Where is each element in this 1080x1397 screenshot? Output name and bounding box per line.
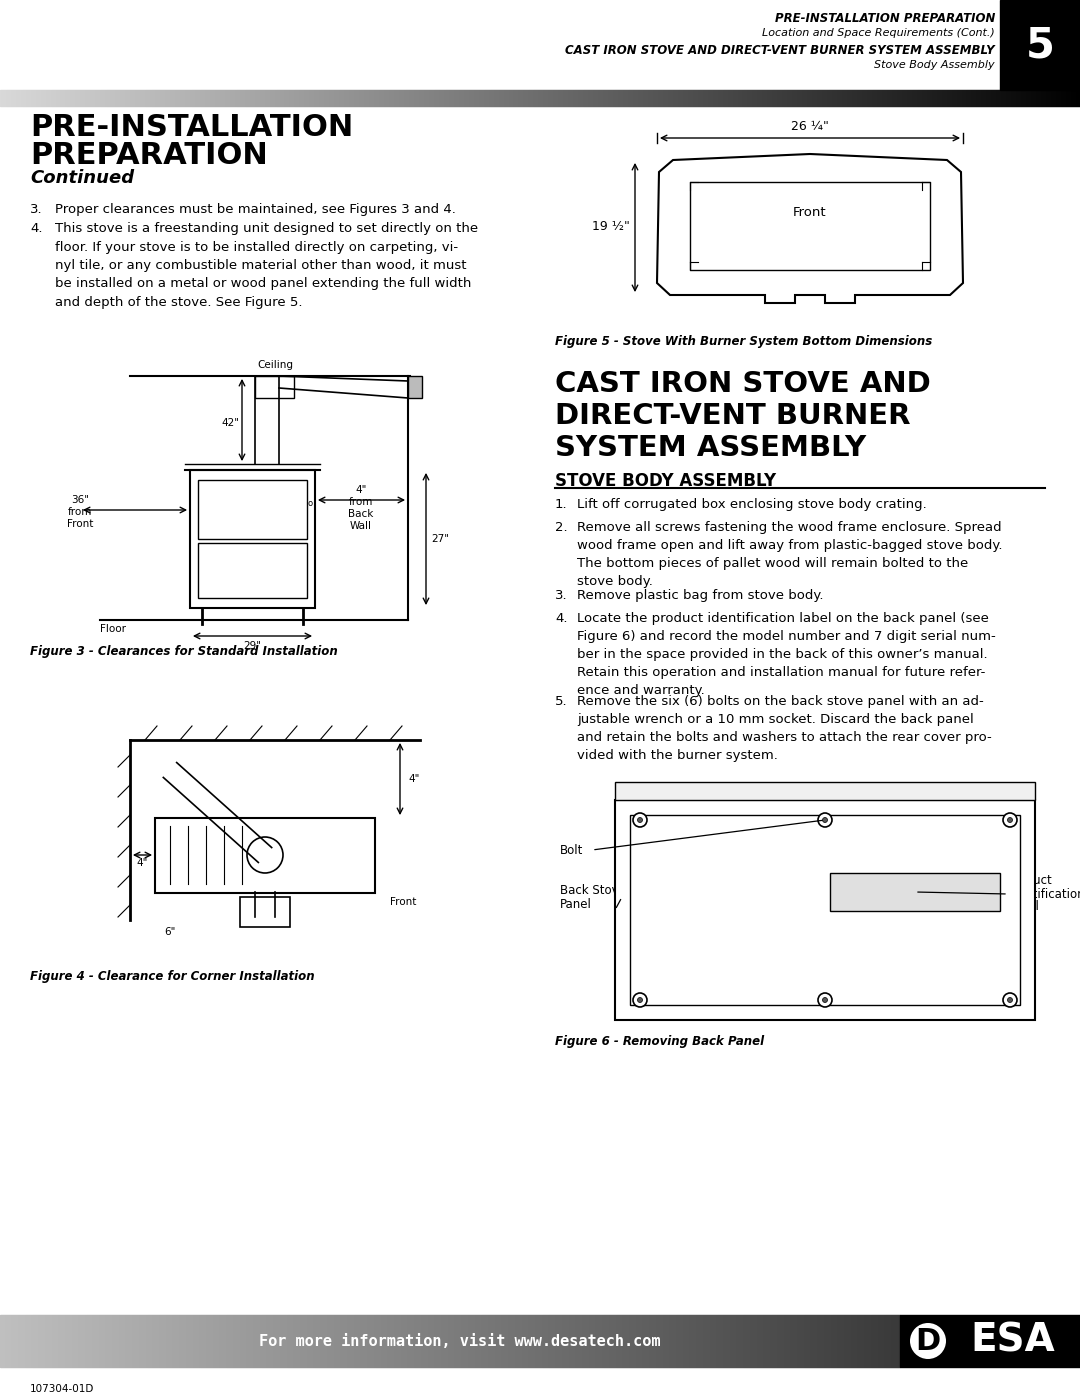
Bar: [0, 0, 1080, 89]
Text: Back: Back: [349, 509, 374, 520]
Text: Location and Space Requirements (Cont.): Location and Space Requirements (Cont.): [762, 28, 995, 38]
Text: Label: Label: [1008, 901, 1040, 914]
Text: 5.: 5.: [555, 694, 568, 708]
Text: PRE-INSTALLATION: PRE-INSTALLATION: [30, 113, 353, 142]
Text: Ceiling: Ceiling: [257, 360, 293, 370]
Text: 27": 27": [431, 534, 449, 543]
Circle shape: [910, 1323, 946, 1359]
Bar: [630, 814, 1020, 1004]
Circle shape: [1008, 997, 1013, 1003]
Text: Floor: Floor: [100, 624, 126, 634]
Text: Stove Body Assembly: Stove Body Assembly: [875, 60, 995, 70]
Text: 4": 4": [136, 858, 148, 868]
Bar: [240, 897, 291, 928]
Text: 19 ½": 19 ½": [592, 221, 630, 233]
Circle shape: [633, 813, 647, 827]
Text: Front: Front: [390, 897, 417, 907]
Text: Locate the product identification label on the back panel (see
Figure 6) and rec: Locate the product identification label …: [577, 612, 996, 697]
Text: ESA: ESA: [970, 1322, 1055, 1361]
Bar: [190, 469, 315, 608]
Text: PRE-INSTALLATION PREPARATION: PRE-INSTALLATION PREPARATION: [774, 11, 995, 25]
Text: Front: Front: [793, 205, 827, 218]
Text: 1.: 1.: [555, 497, 568, 511]
Bar: [690, 182, 930, 270]
Bar: [156, 819, 375, 893]
Text: For more information, visit www.desatech.com: For more information, visit www.desatech…: [259, 1334, 661, 1348]
Text: Bolt: Bolt: [561, 844, 583, 856]
Bar: [198, 543, 307, 598]
Text: SYSTEM ASSEMBLY: SYSTEM ASSEMBLY: [555, 434, 866, 462]
Circle shape: [1003, 813, 1017, 827]
Bar: [615, 782, 1035, 800]
Text: 6": 6": [164, 928, 176, 937]
Bar: [900, 1315, 1080, 1368]
Text: 36": 36": [71, 495, 89, 504]
Text: Wall: Wall: [350, 521, 372, 531]
Text: Figure 5 - Stove With Burner System Bottom Dimensions: Figure 5 - Stove With Burner System Bott…: [555, 335, 932, 348]
Bar: [615, 800, 1035, 1020]
Text: 4.: 4.: [555, 612, 567, 624]
Text: from: from: [68, 507, 92, 517]
Circle shape: [1008, 817, 1013, 823]
Text: DIRECT-VENT BURNER: DIRECT-VENT BURNER: [555, 402, 910, 430]
Text: 26 ¼": 26 ¼": [791, 120, 829, 134]
Text: Lift off corrugated box enclosing stove body crating.: Lift off corrugated box enclosing stove …: [577, 497, 927, 511]
Circle shape: [637, 997, 643, 1003]
Text: This stove is a freestanding unit designed to set directly on the
floor. If your: This stove is a freestanding unit design…: [55, 222, 478, 309]
Circle shape: [637, 817, 643, 823]
Text: 5: 5: [1026, 24, 1054, 66]
Text: Figure 6 - Removing Back Panel: Figure 6 - Removing Back Panel: [555, 1035, 765, 1048]
Text: Figure 3 - Clearances for Standard Installation: Figure 3 - Clearances for Standard Insta…: [30, 645, 338, 658]
Text: Remove all screws fastening the wood frame enclosure. Spread
wood frame open and: Remove all screws fastening the wood fra…: [577, 521, 1002, 588]
Text: Remove the six (6) bolts on the back stove panel with an ad-
justable wrench or : Remove the six (6) bolts on the back sto…: [577, 694, 991, 761]
Text: 29": 29": [243, 641, 261, 651]
Text: Panel: Panel: [561, 897, 592, 911]
Text: Figure 4 - Clearance for Corner Installation: Figure 4 - Clearance for Corner Installa…: [30, 970, 314, 983]
Text: Remove plastic bag from stove body.: Remove plastic bag from stove body.: [577, 590, 824, 602]
Bar: [198, 481, 307, 539]
Text: 3.: 3.: [30, 203, 42, 217]
Text: D: D: [916, 1327, 941, 1355]
Circle shape: [1003, 993, 1017, 1007]
Text: Continued: Continued: [30, 169, 134, 187]
Text: PREPARATION: PREPARATION: [30, 141, 268, 169]
Text: from: from: [349, 497, 374, 507]
Text: 2.: 2.: [555, 521, 568, 534]
Text: 42": 42": [221, 418, 239, 427]
Text: CAST IRON STOVE AND DIRECT-VENT BURNER SYSTEM ASSEMBLY: CAST IRON STOVE AND DIRECT-VENT BURNER S…: [565, 43, 995, 56]
Text: CAST IRON STOVE AND: CAST IRON STOVE AND: [555, 370, 931, 398]
Text: 3.: 3.: [555, 590, 568, 602]
Text: STOVE BODY ASSEMBLY: STOVE BODY ASSEMBLY: [555, 472, 777, 490]
Circle shape: [818, 813, 832, 827]
Circle shape: [818, 993, 832, 1007]
Text: 4": 4": [408, 774, 419, 784]
Bar: [1000, 0, 1080, 89]
Text: Front: Front: [67, 520, 93, 529]
Text: o: o: [308, 500, 312, 509]
Bar: [408, 376, 422, 398]
Text: Product: Product: [1008, 875, 1053, 887]
Text: 4.: 4.: [30, 222, 42, 235]
Bar: [831, 873, 1000, 911]
Circle shape: [823, 817, 827, 823]
Text: Proper clearances must be maintained, see Figures 3 and 4.: Proper clearances must be maintained, se…: [55, 203, 456, 217]
Circle shape: [633, 993, 647, 1007]
Circle shape: [823, 997, 827, 1003]
Text: 107304-01D: 107304-01D: [30, 1384, 94, 1394]
Bar: [255, 376, 294, 398]
Text: Identification: Identification: [1008, 887, 1080, 901]
Text: 4": 4": [355, 485, 367, 495]
Text: Back Stove: Back Stove: [561, 883, 626, 897]
